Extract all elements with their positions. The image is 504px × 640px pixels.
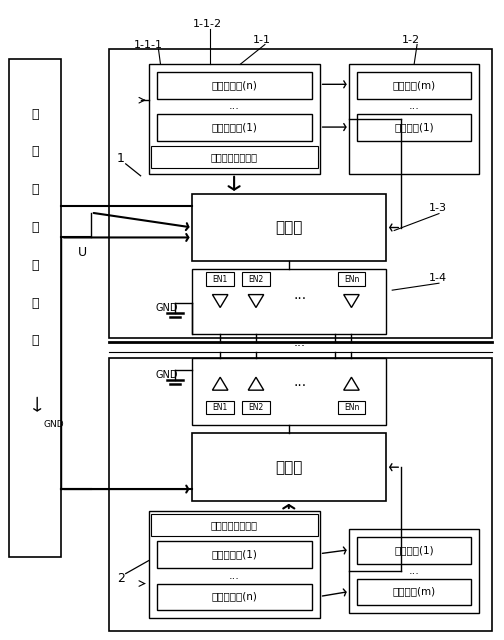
Text: EN1: EN1 bbox=[213, 275, 228, 284]
Text: 节: 节 bbox=[31, 145, 39, 159]
Text: ···: ··· bbox=[294, 340, 306, 353]
Text: 1-1: 1-1 bbox=[253, 35, 271, 45]
Text: 器: 器 bbox=[31, 334, 39, 348]
Text: 级: 级 bbox=[31, 221, 39, 234]
Text: ···: ··· bbox=[293, 379, 306, 392]
Text: 负载电路(1): 负载电路(1) bbox=[394, 122, 434, 132]
Text: 控: 控 bbox=[31, 259, 39, 272]
Bar bbox=[109, 358, 492, 631]
Text: 电源子模块(n): 电源子模块(n) bbox=[211, 80, 257, 90]
Text: 控制器: 控制器 bbox=[275, 460, 302, 475]
Text: ENn: ENn bbox=[344, 403, 359, 412]
Text: ...: ... bbox=[229, 571, 239, 580]
Text: 制: 制 bbox=[31, 296, 39, 310]
Bar bbox=[357, 579, 471, 605]
Text: 关: 关 bbox=[31, 108, 39, 121]
Bar bbox=[149, 511, 320, 618]
Text: 1-3: 1-3 bbox=[429, 203, 447, 212]
Text: EN2: EN2 bbox=[248, 403, 264, 412]
Bar bbox=[338, 272, 365, 286]
Bar bbox=[349, 65, 479, 174]
Text: 负载电路(m): 负载电路(m) bbox=[393, 586, 435, 596]
Bar bbox=[149, 65, 320, 174]
Text: ...: ... bbox=[229, 101, 239, 111]
Text: GND: GND bbox=[156, 303, 178, 313]
Bar bbox=[357, 537, 471, 564]
Text: U: U bbox=[79, 246, 88, 259]
Text: 电源子模块(1): 电源子模块(1) bbox=[211, 122, 257, 132]
Bar bbox=[193, 269, 386, 334]
Text: ENn: ENn bbox=[344, 275, 359, 284]
Text: 负载电路(1): 负载电路(1) bbox=[394, 545, 434, 555]
Text: 上: 上 bbox=[31, 183, 39, 196]
Text: EN1: EN1 bbox=[213, 403, 228, 412]
Text: 负载电路(m): 负载电路(m) bbox=[393, 80, 435, 90]
Bar bbox=[242, 401, 270, 415]
Bar bbox=[357, 72, 471, 99]
Bar bbox=[10, 60, 61, 557]
Text: 1-4: 1-4 bbox=[429, 273, 447, 284]
Bar bbox=[193, 433, 386, 501]
Text: GND: GND bbox=[43, 420, 64, 429]
Bar bbox=[151, 146, 318, 168]
Bar bbox=[357, 114, 471, 141]
Bar bbox=[242, 272, 270, 286]
Text: GND: GND bbox=[156, 370, 178, 380]
Bar bbox=[338, 401, 365, 415]
Bar bbox=[349, 529, 479, 613]
Bar bbox=[157, 114, 311, 141]
Bar bbox=[193, 358, 386, 426]
Text: 电源子模块(n): 电源子模块(n) bbox=[211, 591, 257, 602]
Bar bbox=[193, 194, 386, 261]
Text: 控制器电源子模块: 控制器电源子模块 bbox=[211, 152, 258, 162]
Bar bbox=[206, 401, 234, 415]
Text: 电源子模块(1): 电源子模块(1) bbox=[211, 548, 257, 559]
Text: ...: ... bbox=[409, 566, 419, 575]
Text: 控制器: 控制器 bbox=[275, 220, 302, 235]
Text: 1-1-1: 1-1-1 bbox=[134, 40, 163, 49]
Bar bbox=[157, 584, 311, 611]
Text: ···: ··· bbox=[293, 292, 306, 306]
Bar bbox=[151, 514, 318, 536]
Bar bbox=[206, 272, 234, 286]
Text: 控制器电源子模块: 控制器电源子模块 bbox=[211, 520, 258, 530]
Bar bbox=[157, 72, 311, 99]
Text: ...: ... bbox=[409, 101, 419, 111]
Bar bbox=[157, 541, 311, 568]
Bar bbox=[109, 49, 492, 338]
Text: 2: 2 bbox=[117, 572, 124, 585]
Text: 1-1-2: 1-1-2 bbox=[194, 19, 222, 29]
Text: 1: 1 bbox=[117, 152, 124, 165]
Text: 1-2: 1-2 bbox=[402, 35, 420, 45]
Text: EN2: EN2 bbox=[248, 275, 264, 284]
